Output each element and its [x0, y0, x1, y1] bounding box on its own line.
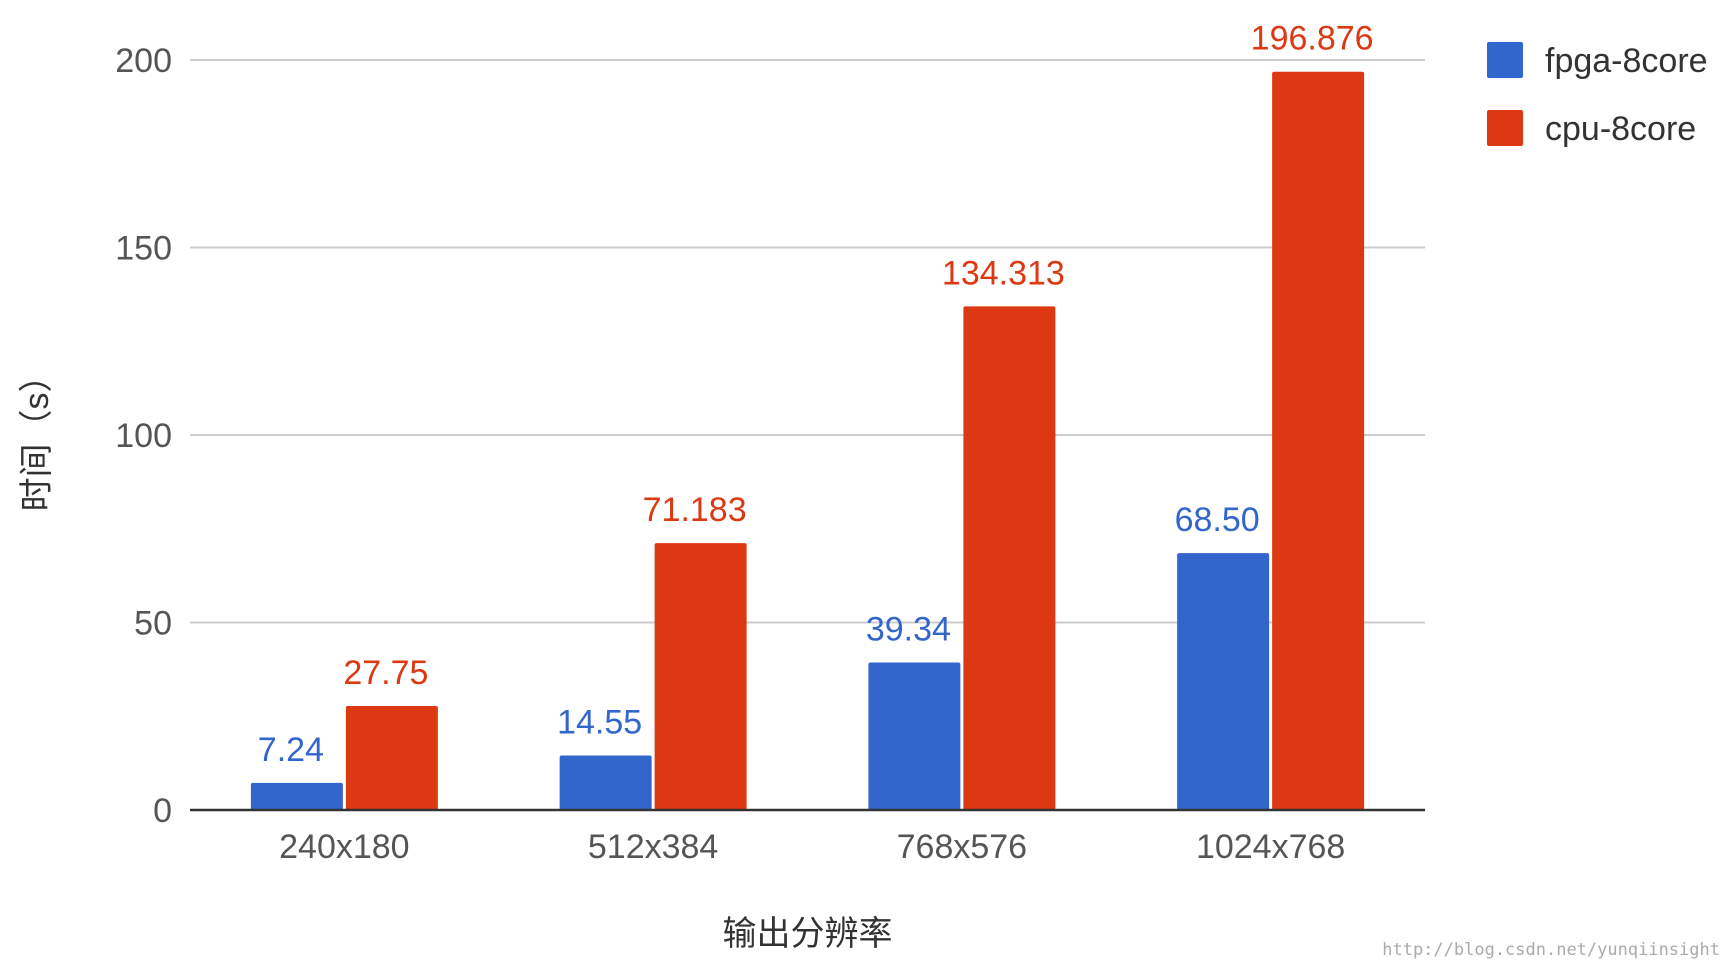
x-tick-label: 1024x768	[1196, 828, 1345, 866]
data-label-fpga-8core-768x576: 39.34	[866, 610, 951, 648]
bar-cpu-8core-768x576	[963, 306, 1056, 810]
legend-label-fpga-8core: fpga-8core	[1545, 42, 1708, 80]
bar-cpu-8core-1024x768	[1272, 71, 1365, 811]
y-tick-label: 150	[115, 230, 172, 268]
y-tick-label: 0	[153, 792, 172, 830]
data-label-fpga-8core-240x180: 7.24	[258, 731, 324, 769]
bar-cpu-8core-240x180	[345, 705, 438, 810]
bars	[250, 71, 1365, 811]
legend-swatch-cpu-8core	[1487, 110, 1523, 146]
x-axis-ticks: 240x180 512x384 768x576 1024x768	[279, 828, 1345, 866]
y-tick-label: 200	[115, 42, 172, 80]
y-axis-ticks: 0 50 100 150 200	[115, 42, 172, 830]
watermark: http://blog.csdn.net/yunqiinsight	[1382, 940, 1720, 960]
data-label-cpu-8core-512x384: 71.183	[643, 491, 747, 529]
x-tick-label: 512x384	[588, 828, 718, 866]
bar-cpu-8core-512x384	[654, 543, 747, 810]
y-tick-label: 50	[134, 605, 172, 643]
x-tick-label: 240x180	[279, 828, 409, 866]
bar-fpga-8core-1024x768	[1177, 553, 1270, 810]
x-axis-title: 输出分辨率	[723, 915, 893, 953]
bar-fpga-8core-512x384	[559, 755, 652, 810]
data-label-cpu-8core-768x576: 134.313	[942, 254, 1065, 292]
data-label-fpga-8core-512x384: 14.55	[557, 703, 642, 741]
y-axis-title: 时间（s）	[18, 359, 56, 512]
bar-fpga-8core-768x576	[868, 662, 961, 810]
bar-fpga-8core-240x180	[250, 782, 343, 810]
data-label-cpu-8core-1024x768: 196.876	[1251, 20, 1374, 58]
legend-swatch-fpga-8core	[1487, 42, 1523, 78]
legend-label-cpu-8core: cpu-8core	[1545, 110, 1696, 148]
data-label-cpu-8core-240x180: 27.75	[343, 654, 428, 692]
y-tick-label: 100	[115, 417, 172, 455]
data-labels: 7.24 27.75 14.55 71.183 39.34 134.313 68.50 196…	[258, 20, 1374, 769]
data-label-fpga-8core-1024x768: 68.50	[1175, 501, 1260, 539]
x-tick-label: 768x576	[897, 828, 1027, 866]
legend: fpga-8core cpu-8core	[1487, 42, 1708, 148]
